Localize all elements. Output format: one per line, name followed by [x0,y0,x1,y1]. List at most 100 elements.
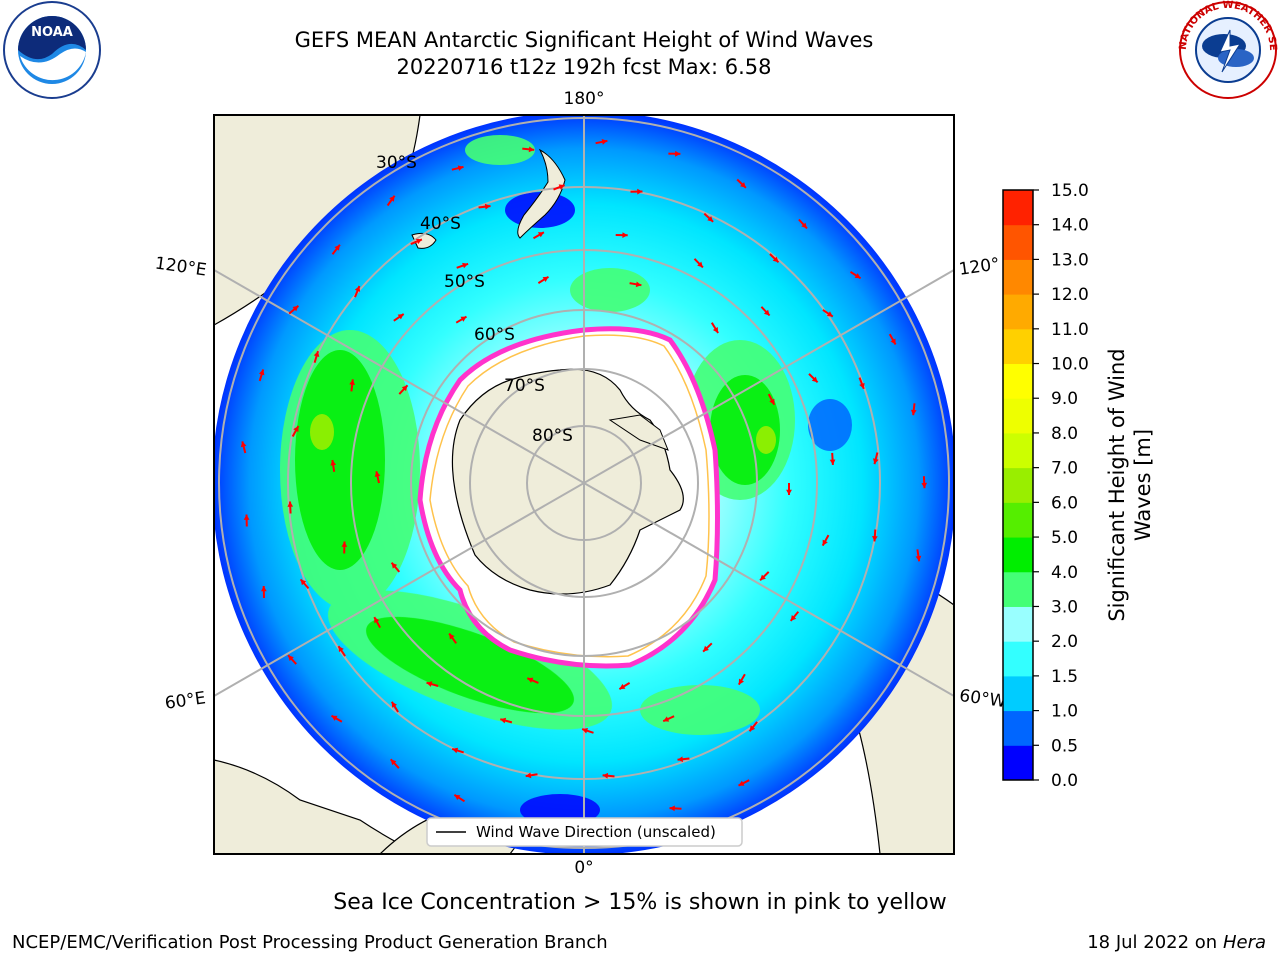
wind-arrow-head [527,677,534,683]
wind-arrow-head [854,273,861,279]
colorbar-tick-label: 12.0 [1051,285,1089,305]
chart-subtitle: 20220716 t12z 192h fcst Max: 6.58 [396,55,772,79]
sea-ice-caption: Sea Ice Concentration > 15% is shown in … [333,890,947,915]
wind-arrow-head [500,717,507,724]
graticule [214,115,954,854]
wind-arrow-head [537,232,544,238]
colorbar-segment [1003,641,1033,677]
wind-arrow-head [669,805,675,812]
wind-arrow-head [313,351,320,357]
colorbar-tick-label: 14.0 [1051,216,1089,236]
wind-arrow-head [872,536,878,542]
colorbar-segment [1003,190,1033,226]
wind-arrow-head [287,501,294,507]
wind-arrow-head [663,716,670,722]
wind-arrow-head [772,256,779,263]
wind-arrow-head [697,261,703,268]
wind-arrow-head [331,715,338,721]
wind-arrow-head [582,728,588,734]
wind-arrow-head [602,772,609,779]
colorbar-tick-label: 8.0 [1051,424,1078,444]
chart-title: GEFS MEAN Antarctic Significant Height o… [294,28,874,52]
wind-arrow-head [811,376,818,383]
colorbar-segment [1003,675,1033,712]
colorbar-tick-label: 3.0 [1051,597,1078,617]
wind-arrow-head [822,539,828,546]
wind-arrow-head [462,262,469,269]
wind-arrow-head [677,756,683,763]
colorbar-tick-label: 15.0 [1051,181,1089,201]
colorbar-segment [1003,537,1033,573]
lat-label-70s: 70°S [504,376,545,396]
wind-arrow-head [330,460,337,466]
colorbar-segment [1003,432,1033,469]
wind-arrow-head [374,471,381,477]
wind-arrow-head [637,188,643,195]
wind-arrow-head [635,281,642,288]
wind-arrow-head [829,459,836,465]
wind-arrow-head [292,305,299,312]
colorbar-tick-label: 1.5 [1051,667,1078,687]
wind-arrow-head [484,203,491,210]
colorbar-segment [1003,224,1033,260]
map-frame [213,114,955,855]
wind-arrow-head [910,409,917,416]
footer-host: Hera [1222,932,1266,953]
wind-arrow-head [749,725,756,732]
wind-arrow-head [859,382,865,389]
wind-arrow-head [258,369,265,376]
colorbar-segment [1003,710,1033,746]
wind-arrow-head [389,195,395,202]
wind-arrow-head [261,586,267,592]
colorbar-segment [1003,398,1033,434]
wind-arrow-head [740,182,746,188]
wind-arrow-head [391,562,398,569]
wind-arrow-head [288,655,294,662]
colorbar-tick-label: 1.0 [1051,702,1078,722]
map-frame-content: Wind Wave Direction (unscaled) [214,115,954,854]
colorbar-tick-label: 2.0 [1051,632,1078,652]
wind-arrow-head [397,314,404,320]
new-zealand [517,148,566,239]
wind-arrow-head [374,617,380,624]
noaa-logo-text: NOAA [31,25,73,40]
wind-arrow-head [354,286,361,292]
colorbar-segment [1003,294,1033,330]
wind-arrow-head [390,759,397,766]
wind-arrow-head [243,514,250,520]
colorbar-segment [1003,502,1033,538]
lon-label-180: 180° [564,89,605,109]
wind-arrow-head [415,238,422,245]
lat-label-40s: 40°S [420,214,461,234]
colorbar-tick-label: 4.0 [1051,563,1078,583]
wind-arrow-head [786,489,792,495]
colorbar: 0.0 0.5 1.0 1.5 2.0 3.0 4.0 5.0 6.0 7.0 8.0 9.0 10.0… [1002,181,1089,791]
wind-arrow-head [558,184,565,190]
wind-arrow-head [391,701,397,708]
wind-arrow-head [619,683,626,690]
colorbar-segment [1003,363,1033,399]
colorbar-segment [1003,571,1033,607]
lat-label-60s: 60°S [474,325,515,345]
wind-arrow-head [240,441,247,448]
colorbar-segment [1003,606,1033,642]
colorbar-segment [1003,328,1033,365]
wind-arrow-head [452,747,459,754]
wind-arrow-head [760,574,766,581]
footer-date-text: 18 Jul 2022 on [1087,932,1223,953]
colorbar-label-line1: Significant Height of Wind [1105,348,1129,621]
wind-arrow-head [915,555,922,562]
wind-arrow-head [703,645,709,652]
lat-label-50s: 50°S [444,272,485,292]
wind-arrow-head [826,311,833,317]
lon-label-0: 0° [574,858,593,878]
noaa-logo: NOAA [3,1,101,99]
colorbar-tick-label: 0.5 [1051,736,1078,756]
wind-arrow-head [300,579,307,586]
colorbar-tick-label: 10.0 [1051,355,1089,375]
colorbar-tick-label: 13.0 [1051,250,1089,270]
colorbar-tick-label: 6.0 [1051,493,1078,513]
wind-arrow-head [763,309,770,316]
colorbar-frame [1002,189,1034,781]
wind-arrow-head [401,385,408,392]
